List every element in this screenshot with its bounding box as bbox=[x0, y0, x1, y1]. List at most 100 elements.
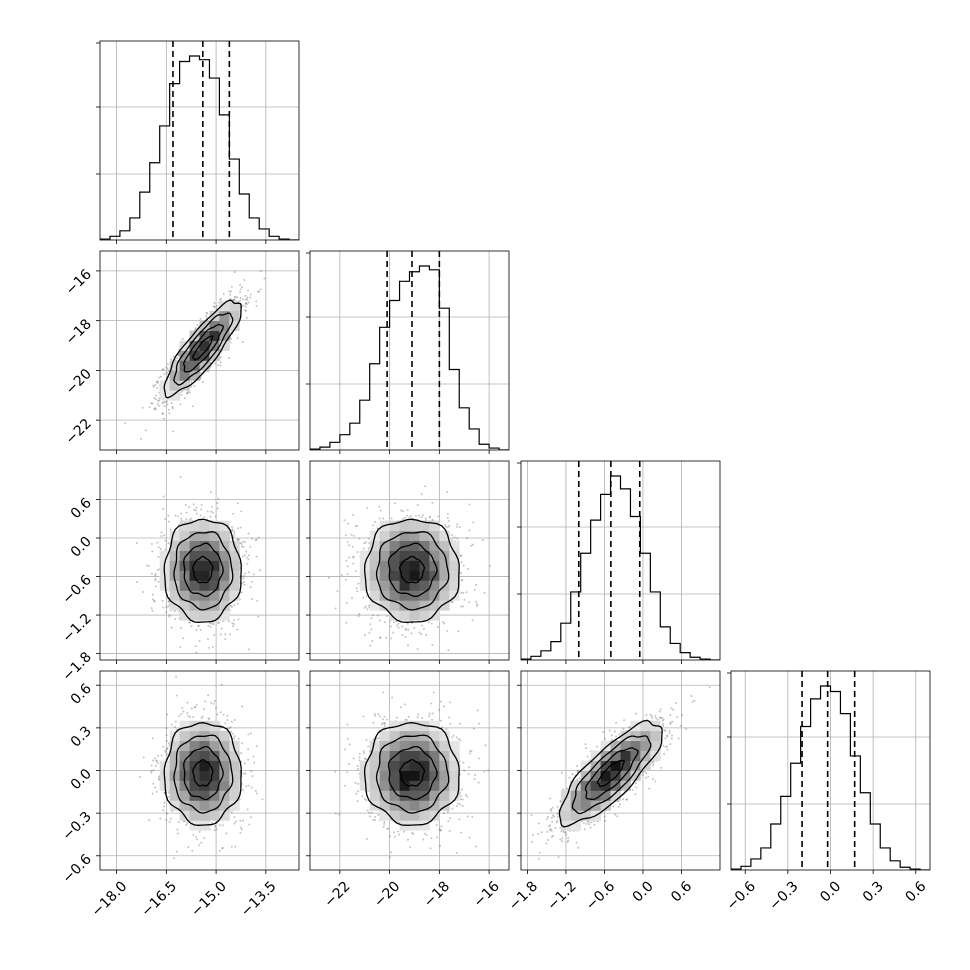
scatter-point bbox=[168, 614, 171, 617]
scatter-point bbox=[635, 712, 638, 715]
scatter-point bbox=[564, 833, 567, 836]
y-tick-label: 0.0 bbox=[68, 766, 95, 793]
scatter-point bbox=[163, 373, 166, 376]
scatter-point bbox=[241, 545, 244, 548]
scatter-point bbox=[241, 540, 244, 543]
scatter-point bbox=[249, 545, 252, 548]
scatter-point bbox=[537, 822, 540, 825]
scatter-point bbox=[344, 534, 347, 537]
scatter-point bbox=[142, 590, 145, 593]
scatter-point bbox=[246, 562, 249, 565]
scatter-point bbox=[425, 633, 428, 636]
scatter-point bbox=[179, 646, 182, 649]
scatter-point bbox=[377, 814, 380, 817]
scatter-point bbox=[166, 812, 169, 815]
scatter-point bbox=[161, 402, 164, 405]
scatter-point bbox=[461, 579, 464, 582]
scatter-point bbox=[652, 778, 655, 781]
scatter-point bbox=[388, 856, 391, 859]
scatter-point bbox=[430, 622, 433, 625]
scatter-point bbox=[385, 718, 388, 721]
density-cell bbox=[219, 760, 230, 771]
scatter-point bbox=[367, 547, 370, 550]
density-cell bbox=[399, 570, 410, 581]
scatter-point bbox=[348, 556, 351, 559]
density-cell bbox=[429, 610, 440, 621]
density-cell bbox=[439, 530, 450, 541]
density-cell bbox=[199, 530, 210, 541]
scatter-point bbox=[387, 827, 390, 830]
scatter-point bbox=[255, 305, 258, 308]
scatter-point bbox=[139, 437, 142, 440]
density-cell bbox=[199, 800, 210, 811]
scatter-point bbox=[448, 716, 451, 719]
scatter-point bbox=[455, 525, 458, 528]
density-cell bbox=[169, 580, 180, 591]
scatter-point bbox=[468, 836, 471, 839]
scatter-point bbox=[230, 525, 233, 528]
scatter-point bbox=[456, 523, 459, 526]
scatter-point bbox=[416, 504, 419, 507]
density-cell bbox=[219, 530, 230, 541]
density-cell bbox=[429, 590, 440, 601]
scatter-point bbox=[363, 606, 366, 609]
scatter-point bbox=[211, 646, 214, 649]
scatter-point bbox=[190, 625, 193, 628]
scatter-point bbox=[156, 381, 159, 384]
scatter-point bbox=[247, 554, 250, 557]
scatter-point bbox=[397, 626, 400, 629]
scatter-point bbox=[209, 515, 212, 518]
scatter-point bbox=[213, 633, 216, 636]
density-cell bbox=[189, 720, 200, 732]
histogram-panel-0-0 bbox=[96, 40, 300, 244]
scatter-point bbox=[407, 715, 410, 718]
scatter-point bbox=[250, 597, 253, 600]
y-tick-label: −0.6 bbox=[59, 851, 94, 886]
scatter-point bbox=[166, 713, 169, 716]
scatter-point bbox=[455, 805, 458, 808]
density-cell bbox=[610, 750, 621, 761]
scatter-point bbox=[150, 542, 153, 545]
scatter-point bbox=[248, 823, 251, 826]
scatter-point bbox=[136, 581, 139, 584]
scatter-point bbox=[357, 582, 360, 585]
density-cell bbox=[429, 780, 440, 791]
x-tick-label: 0.0 bbox=[630, 878, 657, 905]
scatter-point bbox=[148, 819, 151, 822]
scatter-point bbox=[202, 708, 205, 711]
scatter-point bbox=[431, 718, 434, 721]
scatter-point bbox=[357, 790, 360, 793]
scatter-point bbox=[471, 543, 474, 546]
scatter-point bbox=[458, 526, 461, 529]
scatter-point bbox=[174, 617, 177, 620]
scatter-point bbox=[221, 847, 224, 850]
scatter-point bbox=[229, 726, 232, 729]
density-cell bbox=[419, 770, 430, 781]
scatter-point bbox=[189, 716, 192, 719]
scatter-point bbox=[211, 511, 214, 514]
scatter-point bbox=[195, 506, 198, 509]
scatter-point bbox=[429, 847, 432, 850]
scatter-point bbox=[390, 625, 393, 628]
density-cell bbox=[409, 550, 420, 561]
density-cell bbox=[179, 590, 190, 601]
scatter-point bbox=[612, 805, 615, 808]
scatter-point bbox=[648, 787, 651, 790]
scatter-point bbox=[379, 637, 382, 640]
y-tick-label: −1.2 bbox=[59, 611, 94, 646]
density-cell bbox=[199, 320, 210, 331]
scatter-point bbox=[231, 528, 234, 531]
density-cell bbox=[600, 800, 611, 811]
scatter-point bbox=[459, 798, 462, 801]
scatter-point bbox=[631, 788, 634, 791]
scatter-point bbox=[135, 541, 138, 544]
scatter-point bbox=[151, 402, 154, 405]
density-cell bbox=[389, 800, 400, 811]
scatter-point bbox=[587, 820, 590, 823]
density-cell bbox=[590, 790, 601, 801]
scatter-point bbox=[161, 412, 164, 415]
density-cell bbox=[399, 560, 410, 571]
scatter-point bbox=[233, 296, 236, 299]
scatter-point bbox=[405, 718, 408, 721]
scatter-point bbox=[255, 792, 258, 795]
